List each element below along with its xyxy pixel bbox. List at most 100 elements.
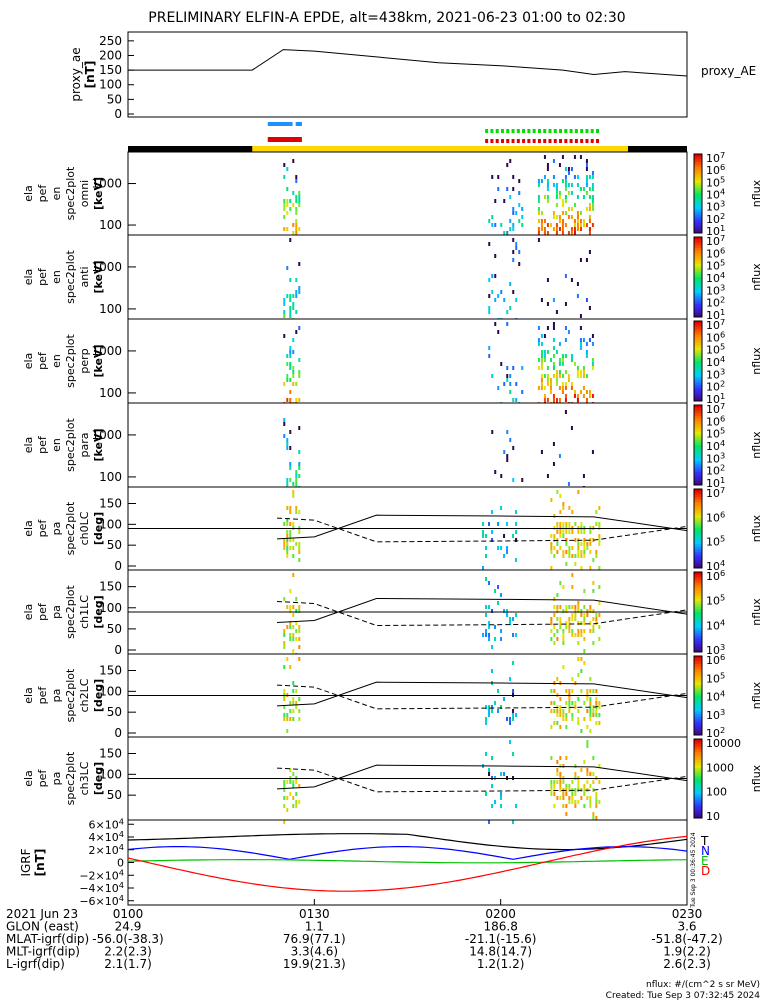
spectrogram-pixel <box>289 768 292 772</box>
spectrogram-pixel <box>543 231 546 235</box>
spectrogram-pixel <box>585 159 588 163</box>
spectrogram-pixel <box>592 609 595 613</box>
spectrogram-pixel <box>292 772 295 776</box>
colorbar-segment <box>694 638 702 642</box>
spectrogram-pixel <box>292 613 295 617</box>
spectrogram-pixel <box>295 211 298 215</box>
spectrogram-pixel <box>546 398 549 402</box>
spectrogram-pixel <box>286 605 289 609</box>
spectrogram-pixel <box>540 223 543 227</box>
colorbar-segment <box>694 703 702 707</box>
spectrogram-pixel <box>571 689 574 693</box>
colorbar-segment <box>694 552 702 556</box>
colorbar-segment <box>694 669 702 673</box>
spectrogram-pixel <box>289 637 292 641</box>
spectrogram-pixel <box>561 231 564 235</box>
spectrogram-pixel <box>512 290 515 294</box>
spectrogram-pixel <box>586 697 589 701</box>
colorbar-segment <box>694 314 702 318</box>
spectrogram-pixel <box>500 804 503 808</box>
spectrogram-pixel <box>577 490 580 494</box>
spectrogram-pixel <box>576 215 579 219</box>
colorbar-segment <box>694 489 702 493</box>
spectrogram-pixel <box>556 796 559 800</box>
colorbar-segment <box>694 156 702 160</box>
colorbar-frame <box>693 153 703 234</box>
colorbar-segment <box>694 698 702 702</box>
spectrogram-pixel <box>579 314 582 318</box>
spectrogram-pixel <box>586 780 589 784</box>
spectrogram-pixel <box>295 290 298 294</box>
spectrogram-pixel <box>583 701 586 705</box>
fgm-marker-red <box>596 139 600 143</box>
spectrogram-pixel <box>289 390 292 394</box>
spectrogram-pixel <box>574 772 577 776</box>
spectrogram-frame <box>127 318 688 404</box>
spectrogram-pixel <box>295 701 298 705</box>
colorbar-segment <box>694 494 702 498</box>
spectrogram-pixel <box>598 522 601 526</box>
spectrogram-pixel <box>546 374 549 378</box>
spectrogram-pixel <box>509 282 512 286</box>
spectrogram-pixel <box>546 350 549 354</box>
colorbar-segment <box>694 644 702 648</box>
spectrogram-pixel <box>576 394 579 398</box>
spectrogram-pixel <box>564 179 567 183</box>
spectrogram-pixel <box>576 195 579 199</box>
spectrogram-pixel <box>588 338 591 342</box>
colorbar-segment <box>694 342 702 346</box>
spectrogram-pixel <box>283 796 286 800</box>
spectrogram-pixel <box>488 633 491 637</box>
spectrogram-pixel <box>488 354 491 358</box>
spectrogram-pixel <box>494 589 497 593</box>
spectrogram-pixel <box>564 211 567 215</box>
spectrogram-pixel <box>298 398 301 402</box>
anti-loss-cone-line <box>277 767 688 793</box>
spectrogram-pixel <box>485 752 488 756</box>
spectrogram-pixel <box>289 346 292 350</box>
colorbar-tick: 105 <box>706 593 725 608</box>
colorbar-segment <box>694 371 702 375</box>
colorbar-segment <box>694 245 702 249</box>
spectrogram-pixel <box>552 215 555 219</box>
colorbar-segment <box>694 279 702 283</box>
spectrogram-pixel <box>295 689 298 693</box>
spectrogram-pixel <box>556 542 559 546</box>
spectrogram-pixel <box>595 554 598 558</box>
colorbar-segment <box>694 588 702 592</box>
spectrogram-pixel <box>592 589 595 593</box>
colorbar-segment <box>694 247 702 251</box>
spectrogram-pixel <box>521 215 524 219</box>
spectrogram-pixel <box>286 398 289 402</box>
spectrogram-pixel <box>598 601 601 605</box>
spectrogram-pixel <box>515 522 518 526</box>
ephem-row-label: MLAT-igrf(dip) <box>6 932 89 946</box>
fgm-marker-red <box>564 139 568 143</box>
panel-ylabel-line: [deg] <box>92 679 105 712</box>
spectrogram-pixel <box>571 713 574 717</box>
spectrogram-pixel <box>565 701 568 705</box>
spectrogram-pixel <box>553 613 556 617</box>
spectrogram-pixel <box>298 629 301 633</box>
spectrogram-pixel <box>289 701 292 705</box>
spectrogram-pixel <box>591 199 594 203</box>
fgm-marker-green <box>490 129 494 133</box>
spectrogram-pixel <box>286 530 289 534</box>
colorbar-segment <box>694 287 702 291</box>
colorbar-segment <box>694 271 702 275</box>
spectrogram-pixel <box>591 187 594 191</box>
spectrogram-pixel <box>292 294 295 298</box>
igrf-legend-T: T <box>700 834 709 848</box>
colorbar-label: nflux <box>750 179 763 207</box>
spectrogram-pixel <box>559 709 562 713</box>
spectrogram-pixel <box>298 637 301 641</box>
spectrogram-pixel <box>589 566 592 570</box>
spectrogram-pixel <box>580 609 583 613</box>
panel-ytick: 150 <box>99 664 122 678</box>
spectrogram-pixel <box>286 294 289 298</box>
spectrogram-pixel <box>506 546 509 550</box>
colorbar-segment <box>694 636 702 640</box>
colorbar-segment <box>694 496 702 501</box>
spectrogram-pixel <box>550 498 553 502</box>
colorbar-segment <box>694 663 702 668</box>
